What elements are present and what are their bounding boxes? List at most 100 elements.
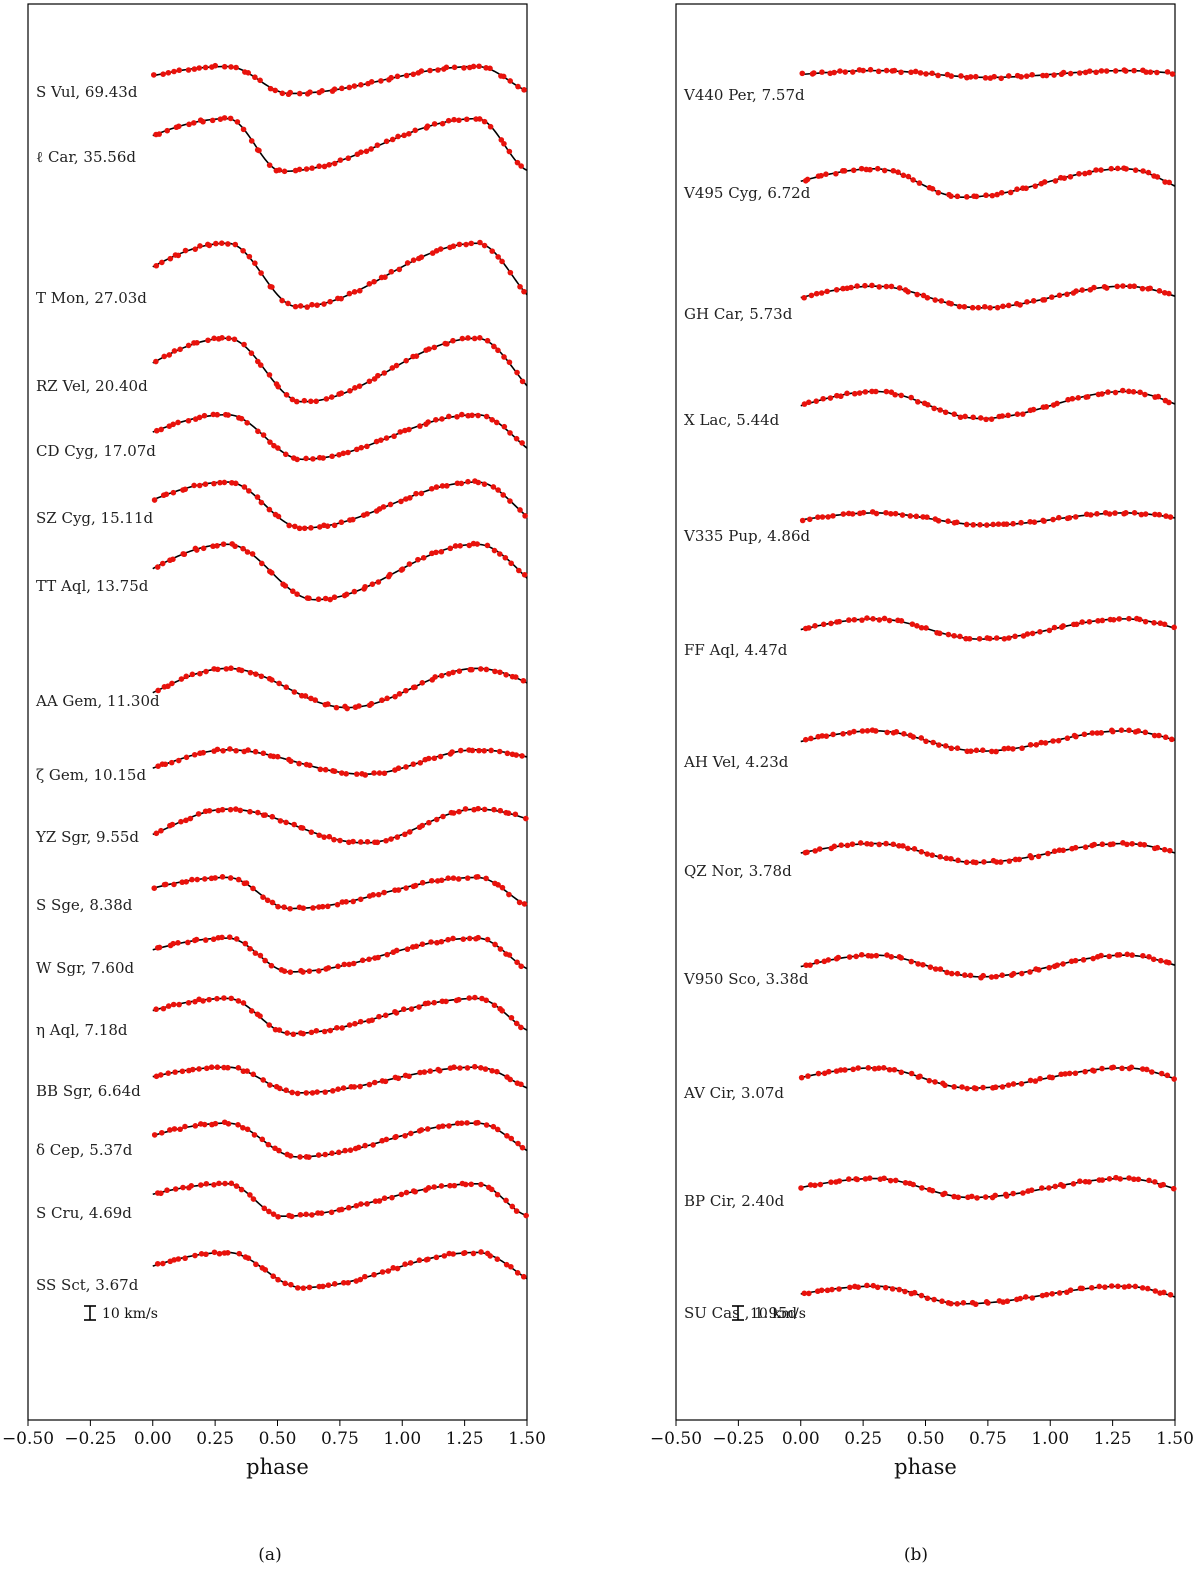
observation-point (269, 677, 275, 683)
observation-point (1135, 1176, 1142, 1183)
observation-point (890, 841, 897, 848)
x-tick-label: 1.00 (1031, 1429, 1069, 1449)
observation-point (523, 815, 529, 822)
observation-point (465, 478, 471, 485)
observation-point (912, 68, 919, 75)
series-3: RZ Vel, 20.40d (36, 335, 528, 405)
observation-point (935, 517, 942, 524)
observation-point (1020, 1190, 1026, 1196)
observation-point (275, 1276, 281, 1283)
observation-point (454, 413, 460, 420)
observation-point (193, 547, 200, 553)
observation-point (862, 1176, 869, 1182)
observation-point (1065, 396, 1071, 403)
observation-point (868, 841, 875, 847)
series-2: T Mon, 27.03d (36, 239, 528, 310)
observation-point (825, 957, 832, 963)
observation-point (393, 1133, 399, 1140)
observation-point (1037, 629, 1043, 635)
observation-point (874, 165, 881, 172)
observation-point (471, 335, 478, 342)
observation-point (415, 556, 421, 563)
observation-point (247, 808, 253, 815)
observation-point (1050, 738, 1056, 744)
observation-point (252, 950, 259, 956)
observation-point (469, 747, 476, 754)
observation-point (883, 840, 889, 847)
observation-point (1072, 514, 1079, 520)
observation-point (876, 617, 883, 623)
observation-point (490, 1123, 497, 1130)
observation-point (864, 615, 870, 621)
observation-point (882, 1284, 889, 1291)
observation-point (388, 268, 395, 275)
series-label: SU Cas , 1.95d (684, 1304, 798, 1322)
observation-point (316, 832, 322, 839)
observation-point (490, 484, 497, 490)
observation-point (296, 760, 302, 767)
observation-point (221, 115, 228, 121)
observation-point (888, 511, 894, 517)
observation-point (883, 67, 890, 74)
observation-point (182, 1255, 188, 1262)
observation-point (325, 1282, 332, 1288)
observation-point (960, 1300, 967, 1306)
observation-point (190, 1066, 196, 1073)
observation-point (865, 1065, 872, 1071)
observation-point (870, 616, 876, 622)
observation-point (170, 556, 176, 563)
observation-point (995, 521, 1002, 527)
observation-point (350, 838, 356, 845)
observation-point (489, 1067, 495, 1074)
observation-point (433, 484, 440, 490)
observation-point (403, 357, 410, 364)
observation-point (1027, 969, 1033, 975)
observation-point (504, 1133, 510, 1139)
observation-point (396, 691, 403, 697)
observation-point (869, 282, 875, 289)
observation-point (210, 543, 216, 550)
observation-point (334, 1024, 340, 1031)
observation-point (514, 159, 521, 166)
observation-point (447, 1182, 453, 1189)
observation-point (300, 1285, 307, 1291)
observation-point (1110, 617, 1117, 623)
observation-point (450, 935, 456, 942)
observation-point (461, 65, 467, 71)
observation-point (1118, 727, 1125, 733)
observation-point (264, 897, 271, 904)
observation-point (860, 67, 867, 74)
observation-point (1005, 745, 1012, 752)
observation-point (484, 936, 491, 943)
observation-point (522, 513, 528, 519)
observation-point (158, 1129, 165, 1136)
observation-point (841, 168, 848, 174)
observation-point (257, 77, 263, 84)
observation-point (235, 1122, 241, 1128)
observation-point (855, 1284, 861, 1290)
observation-point (456, 241, 463, 248)
observation-point (200, 545, 207, 552)
observation-point (1114, 165, 1121, 172)
observation-point (875, 68, 882, 75)
observation-point (497, 551, 503, 557)
observation-point (235, 1065, 242, 1071)
observation-point (508, 1263, 514, 1270)
observation-point (1164, 69, 1171, 75)
observation-point (1010, 1081, 1017, 1087)
observation-point (506, 891, 512, 898)
observation-point (495, 254, 501, 260)
observation-point (426, 346, 432, 352)
observation-point (267, 85, 274, 92)
observation-point (313, 1027, 320, 1034)
observation-point (259, 560, 265, 567)
observation-point (357, 896, 364, 903)
observation-point (884, 729, 891, 736)
observation-point (444, 341, 450, 347)
observation-point (353, 446, 360, 453)
observation-point (339, 1025, 345, 1031)
observation-point (235, 998, 242, 1004)
observation-point (290, 588, 296, 595)
observation-point (376, 1013, 382, 1020)
observation-point (902, 1288, 908, 1295)
